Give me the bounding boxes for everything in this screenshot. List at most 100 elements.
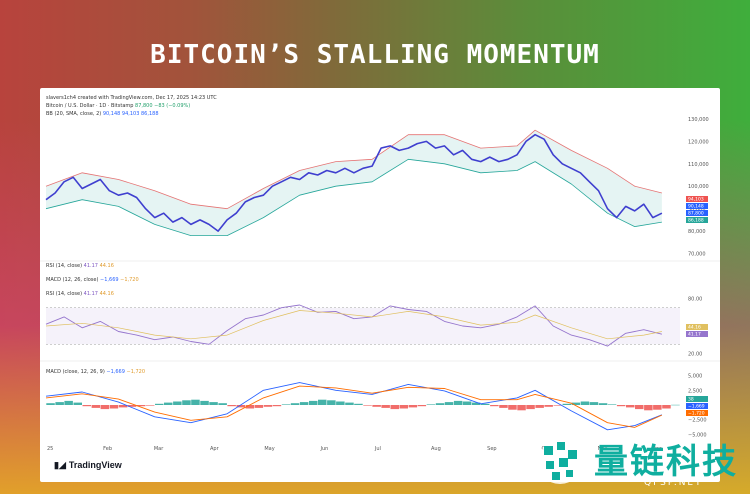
macd-hist-bar-69: [671, 404, 680, 406]
macd-hist-bar-49: [490, 405, 499, 407]
macd-hist-bar-15: [182, 400, 191, 405]
macd-hist-bar-60: [589, 402, 599, 405]
macd-hist-bar-68: [662, 405, 671, 409]
macd-hist-bar-23: [254, 405, 264, 408]
symbol-name: Bitcoin / U.S. Dollar · 1D · Bitstamp: [46, 103, 134, 109]
chart-panel: slavers1ch4 created with TradingView.com…: [40, 88, 720, 482]
macd-hist-bar-10: [136, 405, 146, 407]
rsi-label-1: RSI (14, close): [46, 263, 83, 269]
macd-hist-bar-4: [82, 405, 91, 407]
macd-hist-bar-57: [562, 403, 572, 405]
symbol-legend: Bitcoin / U.S. Dollar · 1D · Bitstamp 87…: [46, 103, 190, 109]
macd-hist-bar-9: [127, 405, 137, 407]
rsi-badge-1: [686, 331, 708, 337]
macd-hist-bar-61: [598, 403, 608, 405]
macd-hist-bar-33: [345, 402, 354, 405]
macd-badge-label-1: −1,669: [688, 404, 705, 410]
x-tick-0: 25: [47, 446, 53, 452]
macd-label-2: MACD (close, 12, 26, 9): [46, 369, 105, 375]
price-y-tick-0: 130,000: [688, 117, 709, 123]
macd-hist-bar-31: [327, 400, 336, 405]
macd-value-1a: −1,669: [100, 277, 119, 283]
watermark-subtext: QFSP.NET: [644, 478, 703, 488]
macd-hist-bar-36: [372, 405, 381, 407]
macd-label-1: MACD (12, 26, close): [46, 277, 99, 283]
macd-hist-bar-62: [607, 404, 617, 405]
tradingview-brand: TradingView: [68, 460, 122, 470]
headline-title: BITCOIN’S STALLING MOMENTUM: [150, 40, 600, 70]
bb-value-1: 90,148: [102, 111, 121, 117]
macd-hist-bar-65: [635, 405, 644, 410]
created-line: slavers1ch4 created with TradingView.com…: [46, 95, 217, 101]
macd-y-tick-4: −5,000: [688, 432, 707, 438]
price-badge-label-0: 94,103: [688, 197, 704, 203]
price-badge-label-1: 90,148: [688, 204, 704, 210]
rsi-value-1a: 41.17: [83, 263, 98, 269]
macd-hist-bar-0: [46, 403, 55, 405]
macd-hist-bar-54: [535, 405, 544, 408]
rsi-legend-1: RSI (14, close) 41.17 44.16: [46, 263, 114, 269]
macd-hist-bar-35: [363, 405, 372, 406]
x-tick-7: Aug: [431, 446, 441, 452]
macd-hist-bar-2: [64, 400, 73, 405]
rsi-y-tick-0: 80.00: [688, 297, 702, 303]
price-badge-label-3: 86,188: [688, 218, 704, 224]
price-y-tick-1: 120,000: [688, 139, 709, 145]
price-badge-3: [686, 217, 708, 223]
price-y-tick-2: 110,000: [688, 162, 709, 168]
x-tick-11: Dec: [652, 446, 662, 452]
watermark-text: 量链科技: [594, 442, 738, 482]
macd-line: [45, 382, 663, 431]
bb-band-fill: [46, 130, 662, 236]
macd-hist-bar-22: [245, 405, 255, 409]
rsi-badge-0: [686, 324, 708, 330]
macd-hist-bar-56: [553, 405, 562, 406]
macd-hist-bar-51: [508, 405, 517, 410]
macd-legend-2: MACD (close, 12, 26, 9) −1,669 −1,720: [46, 369, 145, 375]
macd-hist-bar-6: [100, 405, 110, 410]
macd-hist-bar-11: [145, 405, 155, 406]
macd-badge-label-2: −1,720: [688, 411, 705, 417]
price-line: [45, 133, 663, 232]
macd-hist-bar-46: [462, 401, 472, 405]
macd-value-1b: −1,720: [120, 277, 139, 283]
watermark: 量链科技 QFSP.NET: [526, 430, 750, 494]
rsi-value-2b: 44.16: [99, 291, 114, 297]
macd-hist-bar-29: [309, 400, 318, 405]
macd-hist-bar-38: [390, 405, 399, 410]
watermark-logo-icon: [538, 440, 582, 484]
bb-lower-line: [45, 158, 662, 237]
bb-legend: BB (20, SMA, close, 2) 90,148 94,103 86,…: [46, 111, 159, 117]
x-tick-1: Feb: [103, 446, 112, 452]
macd-hist-bar-8: [118, 405, 128, 408]
macd-hist-bar-7: [109, 405, 119, 409]
price-badge-label-2: 87,800: [688, 211, 704, 217]
macd-hist-bar-40: [408, 405, 418, 408]
price-badge-0: [686, 196, 708, 202]
macd-hist-bar-28: [299, 402, 309, 405]
macd-y-tick-3: −2,500: [688, 418, 707, 424]
macd-hist-bar-39: [399, 405, 408, 409]
macd-hist-bar-55: [544, 405, 553, 407]
x-tick-6: Jul: [374, 446, 381, 452]
tradingview-logo: ▮◢ TradingView: [54, 460, 122, 471]
macd-badge-0: [686, 396, 708, 402]
price-badge-2: [686, 210, 708, 216]
macd-y-tick-0: 5,000: [688, 374, 702, 380]
macd-value-2a: −1,669: [106, 369, 125, 375]
macd-hist-bar-25: [272, 405, 282, 407]
macd-hist-bar-45: [453, 400, 463, 405]
macd-hist-bar-19: [218, 403, 227, 405]
macd-badge-2: [686, 410, 708, 416]
bb-value-3: 86,188: [141, 111, 159, 117]
macd-hist-bar-17: [200, 400, 209, 405]
rsi-value-2a: 41.17: [83, 291, 98, 297]
x-tick-8: Sep: [487, 446, 496, 452]
macd-hist-bar-5: [91, 405, 101, 408]
macd-value-2b: −1,720: [126, 369, 146, 375]
macd-hist-bar-42: [426, 404, 436, 405]
macd-hist-bar-20: [227, 405, 236, 407]
price-y-tick-4: 90,000: [688, 207, 706, 213]
macd-hist-bar-1: [55, 402, 64, 405]
macd-hist-bar-13: [164, 402, 173, 405]
